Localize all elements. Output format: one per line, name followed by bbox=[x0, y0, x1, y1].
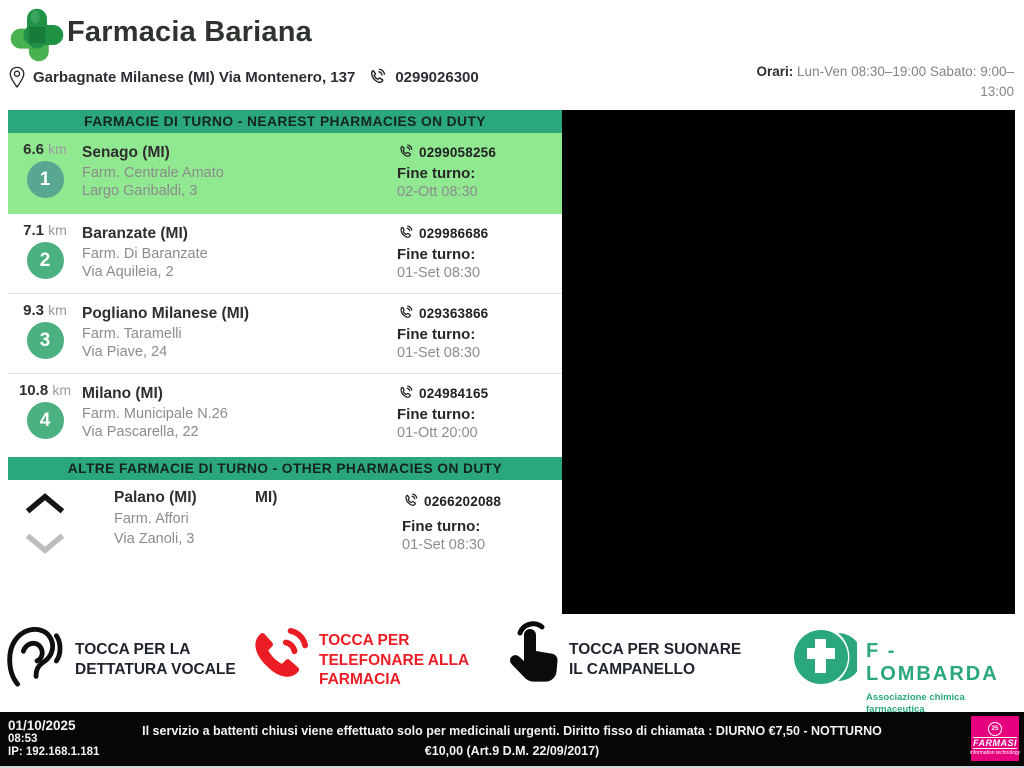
pharmacy-name: Farm. Taramelli bbox=[82, 325, 182, 342]
phone-icon bbox=[397, 225, 414, 242]
fine-turno-value: 01-Ott 20:00 bbox=[397, 425, 478, 441]
hours-line1: Lun-Ven 08:30–19:00 Sabato: 9:00– bbox=[793, 64, 1014, 79]
phone-icon bbox=[402, 493, 419, 510]
bottom-strip bbox=[0, 766, 1024, 768]
pharmacy-phone[interactable]: 024984165 bbox=[419, 386, 489, 401]
call-phone-icon[interactable] bbox=[247, 627, 309, 691]
pharmacy-item-3[interactable]: 9.3 km 3 Pogliano Milanese (MI) Farm. Ta… bbox=[8, 294, 562, 374]
rank-badge: 1 bbox=[26, 161, 64, 198]
pharmacy-name: Farm. Municipale N.26 bbox=[82, 405, 228, 422]
doorbell-press-icon[interactable] bbox=[506, 619, 564, 697]
pharmacy-street: Largo Garibaldi, 3 bbox=[82, 183, 198, 199]
hours-line2: 13:00 bbox=[980, 83, 1014, 99]
pharmacy-name: Farm. Di Baranzate bbox=[82, 245, 208, 262]
pharmacy-phone[interactable]: 0266202088 bbox=[424, 494, 502, 509]
pharmacy-name: Farm. Centrale Amato bbox=[82, 164, 224, 181]
ear-dictation-icon[interactable] bbox=[6, 622, 68, 696]
phone-icon bbox=[367, 68, 387, 88]
green-cross-logo bbox=[10, 8, 64, 62]
fine-turno-label: Fine turno: bbox=[397, 246, 476, 263]
scroll-down-icon[interactable] bbox=[23, 531, 67, 555]
pharmacy-city: Senago (MI) bbox=[82, 144, 170, 161]
distance: 9.3 km bbox=[23, 302, 67, 319]
system-info: 01/10/2025 08:53 IP: 192.168.1.181 bbox=[8, 718, 99, 759]
farmasi-tagline: information technology bbox=[969, 749, 1021, 756]
opening-hours: Orari: Lun-Ven 08:30–19:00 Sabato: 9:00–… bbox=[720, 62, 1014, 101]
fine-turno-value: 01-Set 08:30 bbox=[402, 537, 486, 553]
ghost-text: MI) bbox=[255, 489, 278, 506]
pharmacy-phone[interactable]: 029986686 bbox=[419, 226, 489, 241]
pharmacy-street: Via Zanoli, 3 bbox=[114, 531, 195, 547]
fine-turno-label: Fine turno: bbox=[397, 165, 476, 182]
pharmacy-name: Farm. Affori bbox=[114, 511, 189, 527]
other-pharmacy-row[interactable]: Palano (MI) MI) Farm. Affori Via Zanoli,… bbox=[8, 480, 562, 584]
footer-date: 01/10/2025 bbox=[8, 718, 76, 733]
pharmacy-city: Palano (MI) bbox=[114, 489, 197, 506]
ring-bell-button[interactable]: TOCCA PER SUONARE IL CAMPANELLO bbox=[569, 641, 742, 678]
fine-turno-value: 01-Set 08:30 bbox=[397, 345, 481, 361]
distance: 6.6 km bbox=[23, 141, 67, 158]
distance: 7.1 km bbox=[23, 222, 67, 239]
pharmacy-street: Via Piave, 24 bbox=[82, 344, 168, 360]
pharmacy-phone[interactable]: 0299058256 bbox=[419, 145, 497, 160]
pharmacy-street: Via Pascarella, 22 bbox=[82, 424, 199, 440]
farmasi-name: FARMASI bbox=[973, 736, 1017, 749]
distance: 10.8 km bbox=[18, 382, 72, 399]
call-pharmacy-button[interactable]: TOCCA PER TELEFONARE ALLA FARMACIA bbox=[319, 632, 470, 688]
rank-badge: 4 bbox=[26, 402, 64, 439]
service-notice: Il servizio a battenti chiusi viene effe… bbox=[142, 724, 882, 758]
footer-ip: IP: 192.168.1.181 bbox=[8, 746, 100, 758]
farmasi-25-badge: 25 bbox=[988, 721, 1002, 736]
pharmacy-street: Via Aquileia, 2 bbox=[82, 264, 174, 280]
pharmacy-city: Baranzate (MI) bbox=[82, 225, 188, 242]
fine-turno-label: Fine turno: bbox=[397, 326, 476, 343]
rank-badge: 3 bbox=[26, 322, 64, 359]
phone-icon bbox=[397, 385, 414, 402]
pharmacy-city: Milano (MI) bbox=[82, 385, 163, 402]
phone-icon bbox=[397, 305, 414, 322]
fine-turno-label: Fine turno: bbox=[397, 406, 476, 423]
fine-turno-value: 02-Ott 08:30 bbox=[397, 184, 478, 200]
pharmacy-phone-header[interactable]: 0299026300 bbox=[395, 69, 479, 86]
footer-bar: 01/10/2025 08:53 IP: 192.168.1.181 Il se… bbox=[0, 712, 1024, 766]
pharmacy-phone[interactable]: 029363866 bbox=[419, 306, 489, 321]
pharmacy-item-4[interactable]: 10.8 km 4 Milano (MI) Farm. Municipale N… bbox=[8, 374, 562, 454]
nearest-banner: FARMACIE DI TURNO - NEAREST PHARMACIES O… bbox=[8, 110, 562, 133]
map-canvas[interactable] bbox=[562, 110, 1015, 614]
footer-time: 08:53 bbox=[8, 733, 38, 745]
pharmacy-address-header: Garbagnate Milanese (MI) Via Montenero, … bbox=[33, 69, 356, 86]
pharmacy-city: Pogliano Milanese (MI) bbox=[82, 305, 250, 322]
rank-badge: 2 bbox=[26, 242, 64, 279]
location-pin-icon bbox=[8, 66, 26, 89]
pharmacy-item-2[interactable]: 7.1 km 2 Baranzate (MI) Farm. Di Baranza… bbox=[8, 214, 562, 294]
pharmacies-panel: FARMACIE DI TURNO - NEAREST PHARMACIES O… bbox=[8, 110, 562, 584]
scroll-up-icon[interactable] bbox=[23, 492, 67, 516]
other-banner: ALTRE FARMACIE DI TURNO - OTHER PHARMACI… bbox=[8, 457, 562, 480]
page-title: Farmacia Bariana bbox=[67, 16, 312, 48]
fine-turno-label: Fine turno: bbox=[402, 518, 481, 535]
f-lombarda-logo bbox=[794, 630, 857, 684]
phone-icon bbox=[397, 144, 414, 161]
pharmacy-item-1[interactable]: 6.6 km 1 Senago (MI) Farm. Centrale Amat… bbox=[8, 133, 562, 214]
hours-label: Orari: bbox=[756, 64, 794, 79]
farmasi-logo: 25 FARMASI information technology bbox=[969, 716, 1021, 761]
dictation-button[interactable]: TOCCA PER LA DETTATURA VOCALE bbox=[75, 641, 236, 678]
fine-turno-value: 01-Set 08:30 bbox=[397, 265, 481, 281]
